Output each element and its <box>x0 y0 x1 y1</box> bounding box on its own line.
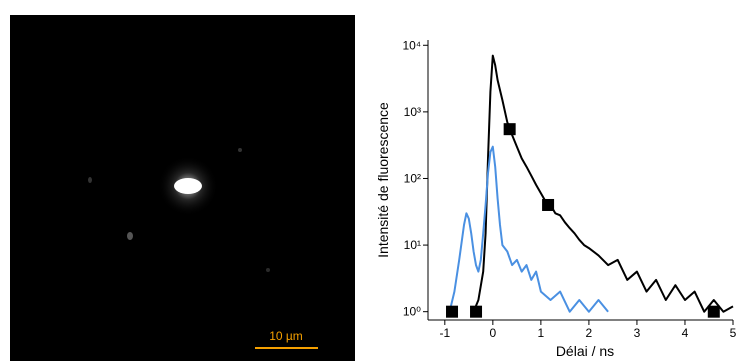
marker <box>707 305 720 318</box>
marker <box>503 123 516 136</box>
x-tick-label: 3 <box>634 326 641 340</box>
y-tick-label: 10³ <box>404 105 421 119</box>
x-tick-label: 0 <box>489 326 496 340</box>
x-tick-label: -1 <box>439 326 450 340</box>
y-tick-label: 10⁰ <box>403 305 421 319</box>
y-axis-label: Intensité de fluorescence <box>375 102 391 258</box>
marker <box>470 305 483 318</box>
y-tick-label: 10² <box>404 171 421 185</box>
marker <box>446 305 459 318</box>
y-tick-label: 10¹ <box>404 238 421 252</box>
x-tick-label: 5 <box>730 326 737 340</box>
series-line <box>472 54 734 313</box>
micrograph: 10 µm <box>10 15 355 361</box>
particle <box>174 178 202 194</box>
marker <box>542 198 555 211</box>
x-tick-label: 1 <box>538 326 545 340</box>
x-axis-label: Délai / ns <box>556 343 614 359</box>
x-tick-label: 4 <box>682 326 689 340</box>
series-line <box>448 145 609 313</box>
scale-bar-label: 10 µm <box>269 329 303 343</box>
speck <box>127 232 133 240</box>
speck <box>266 268 270 272</box>
speck <box>88 177 92 183</box>
speck <box>238 148 242 152</box>
chart: Intensité de fluorescence Délai / ns 10⁰… <box>375 38 737 359</box>
y-tick-label: 10⁴ <box>402 38 421 52</box>
x-tick-label: 2 <box>586 326 593 340</box>
